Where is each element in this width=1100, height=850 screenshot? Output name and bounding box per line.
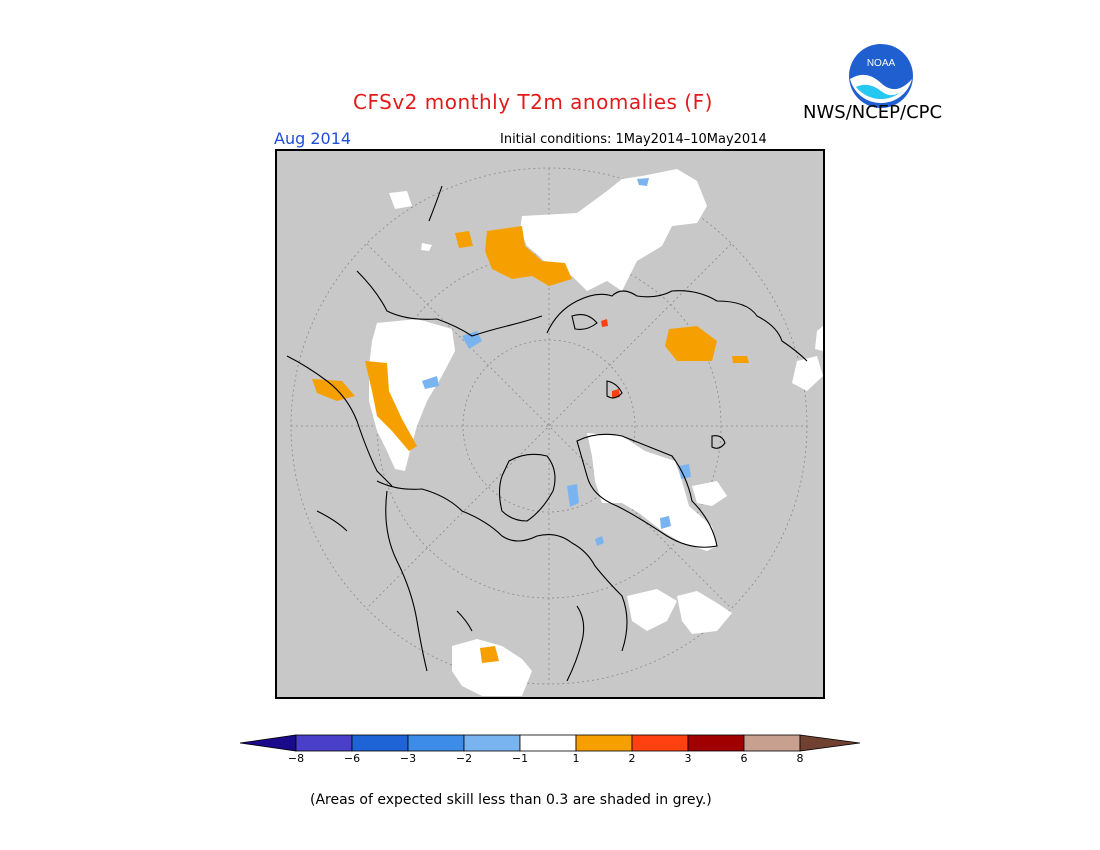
cool-anomaly-regions — [422, 178, 691, 546]
legend-swatch — [351, 734, 409, 752]
strong-warm-regions — [601, 319, 620, 398]
legend-tick-label: −3 — [399, 752, 417, 765]
legend-tick-label: 8 — [796, 752, 804, 765]
warm-anomaly-regions — [312, 226, 749, 663]
legend-tick-label: −6 — [343, 752, 361, 765]
legend-tick-label: −1 — [511, 752, 529, 765]
legend-swatch — [519, 734, 577, 752]
legend-swatch — [407, 734, 465, 752]
coastlines — [286, 185, 808, 682]
legend-tick-label: −2 — [455, 752, 473, 765]
color-legend-bar — [239, 734, 861, 752]
legend-tick-label: −8 — [287, 752, 305, 765]
polar-map — [275, 149, 825, 699]
noaa-logo: NOAA — [849, 44, 913, 108]
legend-tick-label: 6 — [740, 752, 748, 765]
initial-conditions: Initial conditions: 1May2014–10May2014 — [500, 132, 767, 147]
legend-tick-label: 3 — [684, 752, 692, 765]
near-normal-regions — [369, 169, 823, 696]
legend-swatch-above-max — [799, 734, 861, 752]
agency-label: NWS/NCEP/CPC — [803, 102, 943, 123]
legend-tick-label: 1 — [572, 752, 580, 765]
legend-swatch-below-min — [239, 734, 297, 752]
legend-swatch — [743, 734, 801, 752]
legend-swatch — [463, 734, 521, 752]
legend-swatch — [631, 734, 689, 752]
skill-footnote: (Areas of expected skill less than 0.3 a… — [310, 792, 712, 808]
map-title: CFSv2 monthly T2m anomalies (F) — [353, 90, 713, 114]
logo-text: NOAA — [867, 58, 896, 69]
legend-swatch — [295, 734, 353, 752]
legend-tick-label: 2 — [628, 752, 636, 765]
legend-swatch — [575, 734, 633, 752]
legend-swatch — [687, 734, 745, 752]
valid-month: Aug 2014 — [274, 129, 352, 148]
